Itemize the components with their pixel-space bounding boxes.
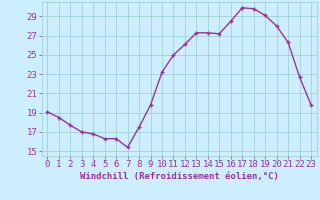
X-axis label: Windchill (Refroidissement éolien,°C): Windchill (Refroidissement éolien,°C): [80, 172, 279, 181]
